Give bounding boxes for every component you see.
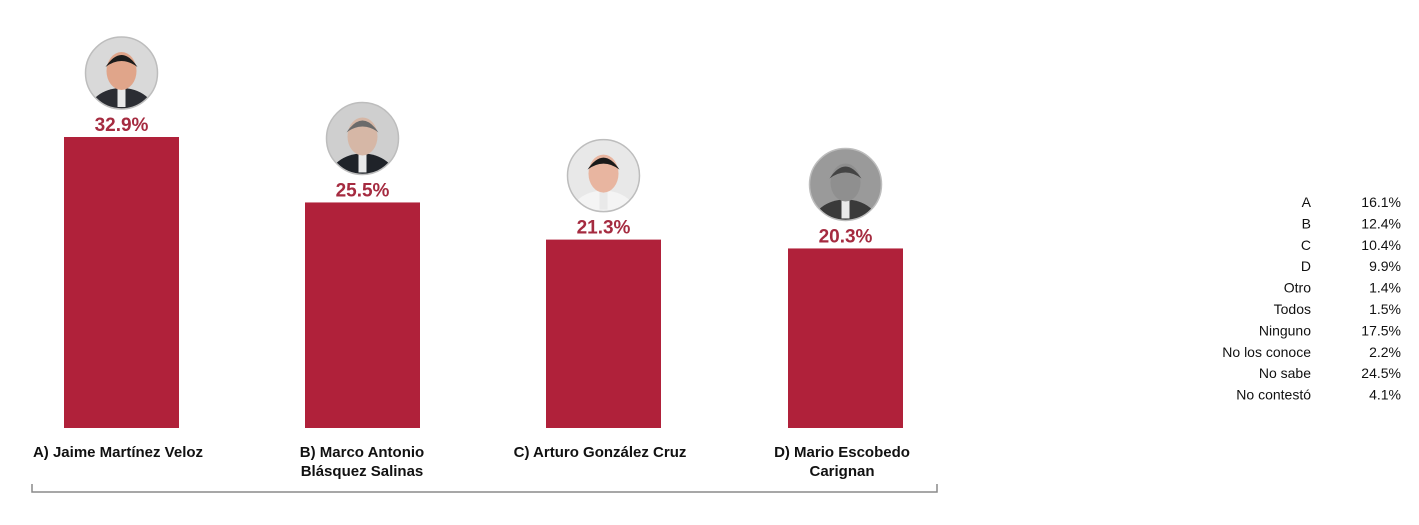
candidate-c-photo-icon (566, 138, 641, 213)
table-row-label: A (1302, 194, 1312, 210)
category-label-a: A) Jaime Martínez Veloz (33, 444, 203, 461)
candidate-d-photo-icon (808, 147, 883, 222)
bar-b (305, 202, 420, 428)
table-row-label: Ninguno (1259, 322, 1311, 338)
table-row-value: 9.9% (1369, 258, 1401, 274)
bar-c (546, 239, 661, 428)
table-row-label: Otro (1284, 280, 1311, 296)
bars-layer (64, 137, 903, 428)
category-label-c: C) Arturo González Cruz (514, 444, 687, 461)
category-label-b-line2: Blásquez Salinas (301, 463, 424, 480)
table-row-label: No sabe (1259, 365, 1311, 381)
table-row-label: No contestó (1236, 387, 1311, 403)
table-row: No sabe 24.5% (1259, 365, 1401, 381)
table-row-label: D (1301, 258, 1311, 274)
value-label-d: 20.3% (819, 226, 873, 247)
labels-layer: 32.9% A) Jaime Martínez Veloz 25.5% B) Marc… (33, 115, 910, 480)
table-row-value: 1.5% (1369, 301, 1401, 317)
candidate-a-photo-icon (84, 36, 159, 110)
table-row-value: 17.5% (1361, 322, 1401, 338)
table-row-label: C (1301, 237, 1311, 253)
table-row-label: Todos (1274, 301, 1311, 317)
value-label-a: 32.9% (95, 115, 149, 136)
value-label-b: 25.5% (336, 180, 390, 201)
table-row: D 9.9% (1301, 258, 1401, 274)
table-row-label: No los conoce (1222, 344, 1311, 360)
table-row-value: 10.4% (1361, 237, 1401, 253)
table-row-value: 24.5% (1361, 365, 1401, 381)
table-row: No contestó 4.1% (1236, 387, 1401, 403)
category-label-d-line1: D) Mario Escobedo (774, 444, 910, 461)
candidate-b-photo-icon (325, 101, 400, 176)
bracket (31, 484, 938, 493)
table-row: Otro 1.4% (1284, 280, 1401, 296)
table-row: No los conoce 2.2% (1222, 344, 1401, 360)
category-label-b-line1: B) Marco Antonio (300, 444, 424, 461)
bar-d (788, 248, 903, 428)
bar-a (64, 137, 179, 428)
table-row: Todos 1.5% (1274, 301, 1401, 317)
bracket-line (31, 484, 938, 493)
table-row: B 12.4% (1302, 215, 1401, 231)
table-row: A 16.1% (1302, 194, 1401, 210)
category-label-d-line2: Carignan (809, 463, 874, 480)
table-row-value: 2.2% (1369, 344, 1401, 360)
table-row-value: 1.4% (1369, 280, 1401, 296)
table-row: Ninguno 17.5% (1259, 322, 1401, 338)
table-row-value: 4.1% (1369, 387, 1401, 403)
value-label-c: 21.3% (577, 218, 631, 239)
side-table: A 16.1% B 12.4% C 10.4% D 9.9% Otro 1.4% Todos 1.5%… (1222, 194, 1401, 403)
table-row-value: 16.1% (1361, 194, 1401, 210)
photos-layer (84, 36, 883, 222)
table-row: C 10.4% (1301, 237, 1401, 253)
table-row-label: B (1302, 215, 1311, 231)
table-row-value: 12.4% (1361, 215, 1401, 231)
